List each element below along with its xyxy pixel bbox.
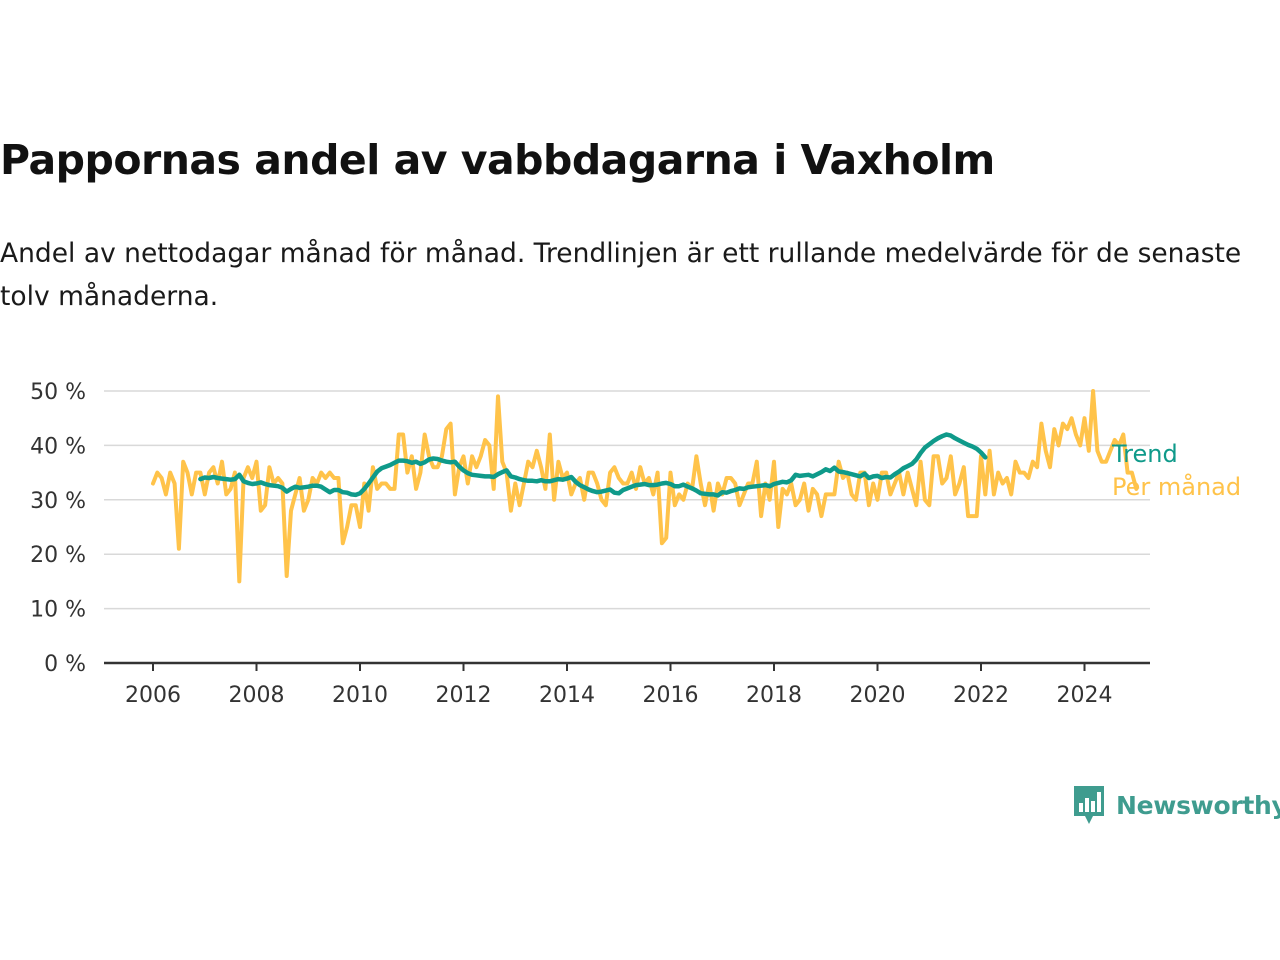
y-axis-ticks: 0 % 10 % 20 % 30 % 40 % 50 % (30, 380, 86, 677)
chart-title: Pappornas andel av vabbdagarna i Vaxholm (0, 136, 995, 184)
y-tick-label: 10 % (30, 598, 86, 623)
y-tick-label: 30 % (30, 489, 86, 514)
x-tick-label: 2018 (746, 683, 802, 708)
x-tick-label: 2012 (436, 683, 492, 708)
monthly-label: Per månad (1112, 472, 1241, 501)
y-tick-label: 0 % (44, 652, 86, 677)
newsworthy-bar-chart-icon (1074, 786, 1104, 824)
y-tick-label: 40 % (30, 434, 86, 459)
x-tick-label: 2016 (643, 683, 699, 708)
series-labels: Trend Per månad (1111, 440, 1241, 501)
chart-subtitle: Andel av nettodagar månad för månad. Tre… (0, 238, 1242, 312)
x-tick-label: 2020 (850, 683, 906, 708)
x-tick-label: 2014 (539, 683, 595, 708)
x-tick-label: 2022 (953, 683, 1009, 708)
y-tick-label: 50 % (30, 380, 86, 405)
logo-text: Newsworthy (1116, 790, 1280, 820)
x-tick-label: 2006 (125, 683, 181, 708)
trend-label: Trend (1111, 440, 1178, 468)
x-tick-label: 2024 (1057, 683, 1113, 708)
gridlines (104, 390, 1150, 610)
x-tick-label: 2008 (229, 683, 285, 708)
x-axis-ticks: 2006 2008 2010 2012 2014 2016 2018 2020 2022 2024 (125, 663, 1113, 708)
series (151, 389, 1139, 584)
newsworthy-logo: Newsworthy (1072, 784, 1280, 826)
trend-line (198, 432, 988, 498)
x-tick-label: 2010 (332, 683, 388, 708)
y-tick-label: 20 % (30, 543, 86, 568)
